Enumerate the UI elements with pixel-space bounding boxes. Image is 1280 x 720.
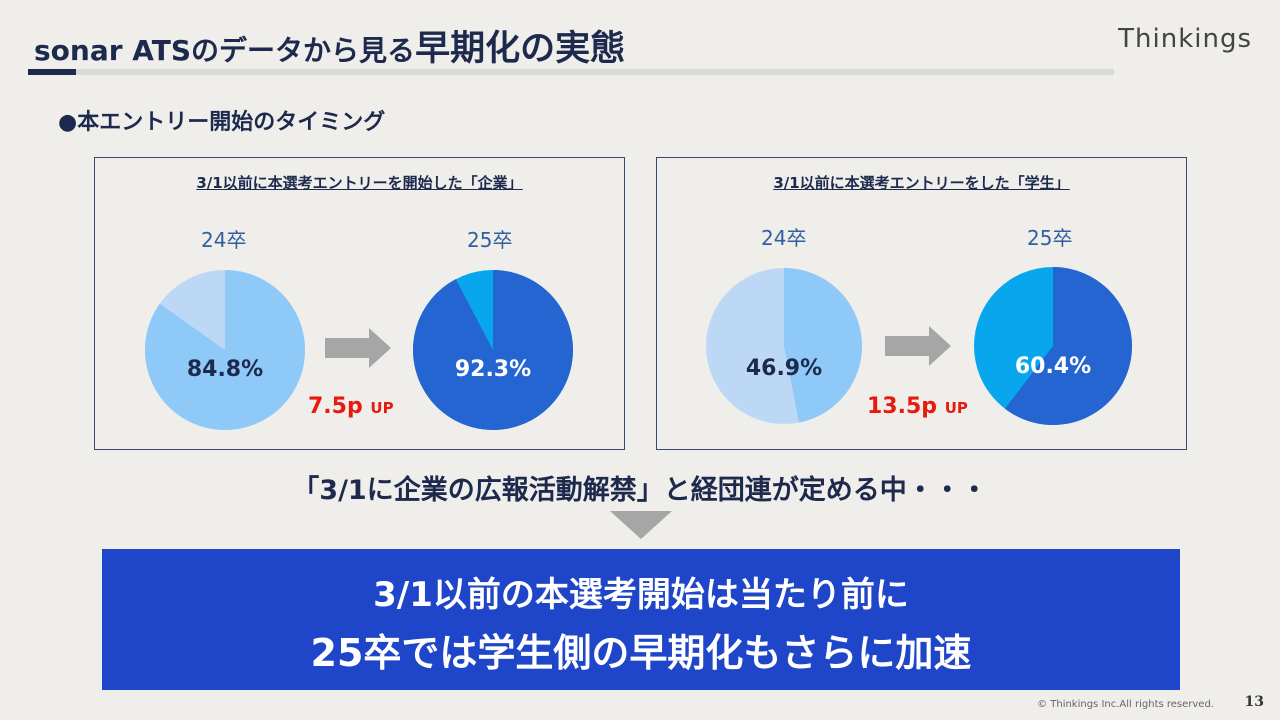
student-pie-24	[706, 268, 862, 424]
company-pie-25	[413, 270, 573, 430]
student-year-24: 24卒	[761, 226, 807, 250]
student-arrow-icon	[885, 326, 951, 366]
company-diff-value: 7.5p	[308, 394, 363, 419]
down-arrow-icon	[610, 511, 672, 539]
student-panel-title: 3/1以前に本選考エントリーをした「学生」	[773, 174, 1070, 192]
company-panel: 3/1以前に本選考エントリーを開始した「企業」 24卒 25卒 84.8% 92…	[94, 157, 625, 450]
conclusion-box: 3/1以前の本選考開始は当たり前に 25卒では学生側の早期化もさらに加速	[102, 549, 1180, 690]
company-diff-unit: UP	[370, 399, 394, 417]
title-divider-accent	[28, 69, 76, 75]
conclusion-line-2: 25卒では学生側の早期化もさらに加速	[310, 631, 972, 675]
student-panel: 3/1以前に本選考エントリーをした「学生」 24卒 25卒 46.9% 60.4…	[656, 157, 1187, 450]
company-year-24: 24卒	[201, 228, 247, 252]
copyright: © Thinkings Inc.All rights reserved.	[1037, 699, 1214, 710]
student-pie-24-value: 46.9%	[745, 356, 823, 381]
brand-logo: Thinkings	[1118, 24, 1252, 54]
section-heading: ●本エントリー開始のタイミング	[58, 110, 386, 135]
keidanren-message: 「3/1に企業の広報活動解禁」と経団連が定める中・・・	[292, 475, 988, 506]
company-pie-24-slice-main	[145, 270, 305, 430]
page-title: sonar ATSのデータから見る早期化の実態	[34, 20, 625, 71]
company-pie-25-slice-main	[413, 270, 573, 430]
company-pie-24-value: 84.8%	[186, 357, 264, 382]
student-pie-24-slice-main	[784, 268, 862, 423]
company-diff: 7.5p UP	[308, 394, 394, 419]
student-pie-25	[974, 267, 1132, 425]
student-diff-value: 13.5p	[867, 394, 938, 419]
student-pie-25-value: 60.4%	[1014, 354, 1092, 379]
company-pie-25-value: 92.3%	[454, 357, 532, 382]
company-panel-title: 3/1以前に本選考エントリーを開始した「企業」	[196, 174, 523, 192]
page-title-prefix: sonar ATSのデータから見る	[34, 34, 416, 67]
student-diff: 13.5p UP	[867, 394, 968, 419]
title-divider	[28, 69, 1114, 75]
company-pie-24	[145, 270, 305, 430]
conclusion-line-1: 3/1以前の本選考開始は当たり前に	[373, 575, 909, 615]
company-year-25: 25卒	[467, 228, 513, 252]
student-diff-unit: UP	[944, 399, 968, 417]
company-arrow-icon	[325, 328, 391, 368]
page-title-emphasis: 早期化の実態	[415, 29, 626, 69]
student-pie-25-slice-main	[1004, 267, 1132, 425]
student-year-25: 25卒	[1027, 226, 1073, 250]
page-number: 13	[1244, 694, 1264, 710]
